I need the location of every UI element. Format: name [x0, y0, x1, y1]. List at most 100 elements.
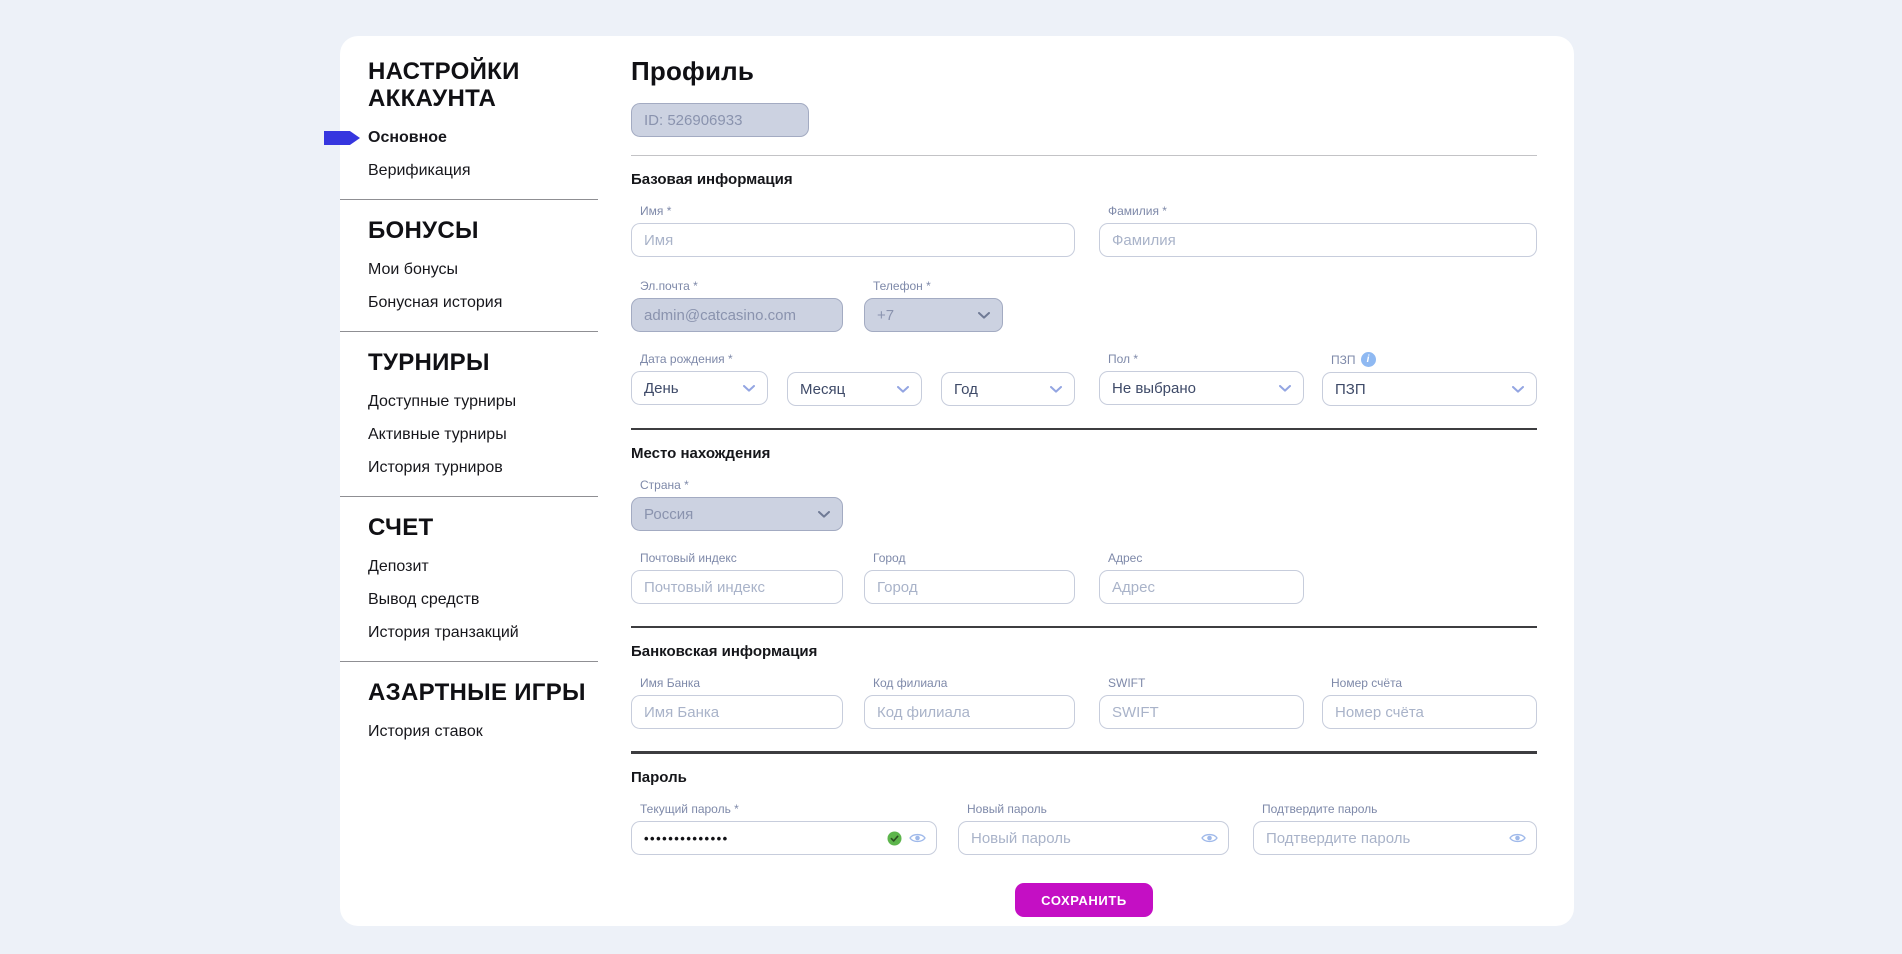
password-heading: Пароль [631, 769, 687, 786]
new-password-input[interactable] [958, 821, 1229, 855]
account-number-label: Номер счёта [1331, 676, 1403, 690]
sidebar: НАСТРОЙКИ АККАУНТА Основное Верификация … [324, 36, 631, 926]
section-divider [631, 428, 1537, 430]
sidebar-section-title-gambling: АЗАРТНЫЕ ИГРЫ [368, 679, 586, 706]
eye-icon[interactable] [1201, 832, 1218, 844]
sidebar-item-main[interactable]: Основное [324, 128, 631, 148]
sidebar-divider [340, 331, 598, 332]
phone-code-select: +7 [864, 298, 1003, 332]
swift-input[interactable] [1099, 695, 1304, 729]
country-value: Россия [644, 505, 694, 523]
first-name-label: Имя * [640, 204, 672, 218]
section-divider [631, 155, 1537, 156]
birth-year-select[interactable]: Год [941, 372, 1075, 406]
birth-date-label: Дата рождения * [640, 352, 733, 366]
password-row: Текущий пароль * Новый пароль [631, 802, 1537, 855]
sidebar-item-tournament-history[interactable]: История турниров [368, 458, 631, 478]
chevron-down-icon [978, 311, 990, 319]
city-input[interactable] [864, 570, 1075, 604]
info-icon[interactable]: i [1360, 352, 1376, 367]
country-select: Россия [631, 497, 843, 531]
gender-select[interactable]: Не выбрано [1099, 371, 1304, 405]
sidebar-item-label: Мои бонусы [368, 261, 459, 278]
bank-info-heading: Банковская информация [631, 643, 818, 660]
section-divider [631, 751, 1537, 754]
pzp-select[interactable]: ПЗП [1322, 372, 1537, 406]
sidebar-item-label: Доступные турниры [368, 393, 517, 410]
postal-code-input[interactable] [631, 570, 843, 604]
active-item-arrow-icon [324, 131, 360, 145]
sidebar-item-active-tournaments[interactable]: Активные турниры [368, 425, 631, 445]
sidebar-item-label: История транзакций [368, 624, 519, 641]
birthdate-gender-row: Дата рождения * День Месяц [631, 352, 1537, 406]
sidebar-item-bet-history[interactable]: История ставок [368, 722, 631, 742]
valid-check-icon [887, 831, 902, 846]
confirm-password-input[interactable] [1253, 821, 1537, 855]
confirm-password-label: Подтвердите пароль [1262, 802, 1378, 816]
bank-name-label: Имя Банка [640, 676, 701, 690]
first-name-input[interactable] [631, 223, 1075, 257]
sidebar-item-my-bonuses[interactable]: Мои бонусы [368, 260, 631, 280]
sidebar-section-title-bonuses: БОНУСЫ [368, 217, 479, 244]
last-name-input[interactable] [1099, 223, 1537, 257]
bank-row: Имя Банка Код филиала SWIFT Номер счёта [631, 676, 1537, 729]
name-row: Имя * Фамилия * [631, 204, 1537, 257]
current-password-label: Текущий пароль * [640, 802, 739, 816]
player-id-field-block [631, 103, 809, 137]
birth-day-value: День [644, 379, 679, 397]
pzp-label-row: ПЗП i [1331, 352, 1537, 367]
sidebar-divider [340, 661, 598, 662]
city-label: Город [873, 551, 906, 565]
birth-year-value: Год [954, 380, 978, 398]
eye-icon[interactable] [1509, 832, 1526, 844]
branch-code-input[interactable] [864, 695, 1075, 729]
sidebar-item-bonus-history[interactable]: Бонусная история [368, 293, 631, 313]
sidebar-item-transaction-history[interactable]: История транзакций [368, 623, 631, 643]
bank-name-input[interactable] [631, 695, 843, 729]
sidebar-item-available-tournaments[interactable]: Доступные турниры [368, 392, 631, 412]
account-number-input[interactable] [1322, 695, 1537, 729]
new-password-label: Новый пароль [967, 802, 1047, 816]
gender-label: Пол * [1108, 352, 1139, 366]
chevron-down-icon [1512, 385, 1524, 393]
save-button[interactable]: СОХРАНИТЬ [1015, 883, 1153, 917]
sidebar-section-title-account-settings: НАСТРОЙКИ АККАУНТА [368, 58, 520, 112]
profile-content: Профиль Базовая информация Имя * Фамилия… [631, 56, 1537, 917]
chevron-down-icon [1050, 385, 1062, 393]
eye-icon[interactable] [909, 832, 926, 844]
chevron-down-icon [1279, 384, 1291, 392]
last-name-label: Фамилия * [1108, 204, 1167, 218]
birth-month-value: Месяц [800, 380, 846, 398]
pzp-value: ПЗП [1335, 380, 1366, 398]
sidebar-item-withdrawal[interactable]: Вывод средств [368, 590, 631, 610]
branch-code-label: Код филиала [873, 676, 948, 690]
sidebar-item-label: Активные турниры [368, 426, 507, 443]
swift-label: SWIFT [1108, 676, 1146, 690]
address-label: Адрес [1108, 551, 1143, 565]
birth-month-select[interactable]: Месяц [787, 372, 922, 406]
sidebar-item-label: История турниров [368, 459, 503, 476]
sidebar-item-verification[interactable]: Верификация [368, 161, 631, 181]
basic-info-heading: Базовая информация [631, 171, 793, 188]
page-title: Профиль [631, 56, 755, 86]
sidebar-item-label: Вывод средств [368, 591, 480, 608]
address-input[interactable] [1099, 570, 1304, 604]
address-row: Почтовый индекс Город Адрес [631, 551, 1537, 604]
sidebar-divider [340, 199, 598, 200]
sidebar-item-deposit[interactable]: Депозит [368, 557, 631, 577]
email-input [631, 298, 843, 332]
sidebar-section-title-tournaments: ТУРНИРЫ [368, 349, 490, 376]
postal-code-label: Почтовый индекс [640, 551, 737, 565]
sidebar-item-label: История ставок [368, 723, 483, 740]
current-password-input[interactable] [631, 821, 937, 855]
birth-day-select[interactable]: День [631, 371, 768, 405]
phone-code-value: +7 [877, 306, 895, 324]
sidebar-item-label: Верификация [368, 162, 471, 179]
sidebar-item-label: Депозит [368, 558, 429, 575]
account-settings-card: НАСТРОЙКИ АККАУНТА Основное Верификация … [324, 36, 1574, 926]
chevron-down-icon [743, 384, 755, 392]
sidebar-section-title-account: СЧЕТ [368, 514, 434, 541]
phone-label: Телефон * [873, 279, 931, 293]
email-label: Эл.почта * [640, 279, 698, 293]
sidebar-item-label: Основное [368, 129, 447, 146]
